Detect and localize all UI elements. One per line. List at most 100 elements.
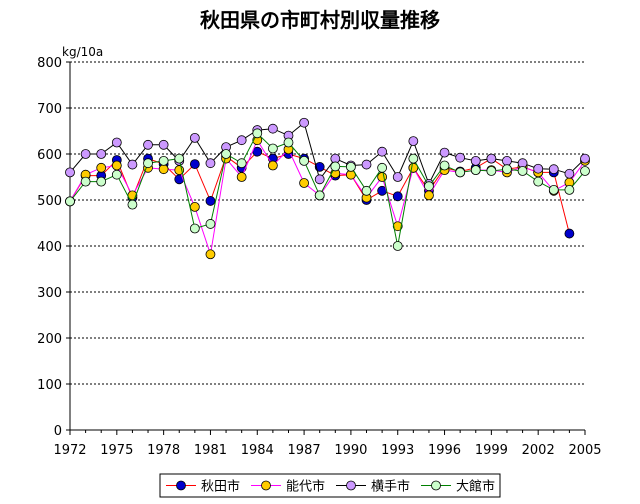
data-point — [236, 158, 247, 169]
legend-swatch-marker — [431, 480, 441, 491]
legend-swatch-marker — [176, 480, 186, 491]
legend-label: 能代市 — [286, 479, 325, 495]
data-point — [267, 160, 278, 171]
x-tick-label: 1999 — [475, 443, 508, 458]
legend-swatch-marker — [346, 480, 356, 491]
data-point — [189, 201, 200, 212]
y-tick-label: 700 — [37, 102, 62, 117]
x-tick-label: 1978 — [147, 443, 180, 458]
y-tick-label: 200 — [37, 332, 62, 347]
data-point — [502, 155, 512, 166]
series-group — [65, 117, 590, 260]
legend: 秋田市 能代市 横手市 大館市 — [159, 473, 501, 498]
y-tick-labels: 0 100 200 300 400 500 600 700 800 — [37, 56, 62, 439]
data-point — [189, 223, 200, 234]
series-3 — [65, 117, 590, 189]
data-point — [127, 199, 138, 210]
data-point — [408, 136, 419, 147]
data-point — [564, 184, 575, 195]
data-point — [314, 174, 325, 185]
data-point — [564, 228, 575, 239]
data-point — [392, 221, 403, 232]
legend-item: 横手市 — [336, 479, 410, 495]
data-point — [424, 181, 434, 192]
data-point — [96, 149, 107, 159]
data-point — [580, 166, 590, 176]
data-point — [361, 159, 372, 170]
data-point — [392, 191, 403, 202]
data-point — [205, 219, 216, 229]
x-tick-label: 1990 — [334, 443, 367, 458]
data-point — [314, 161, 325, 172]
data-point — [221, 149, 231, 159]
legend-item: 大館市 — [421, 479, 495, 495]
data-point — [377, 172, 388, 182]
data-point — [299, 178, 309, 188]
data-point — [127, 159, 138, 170]
data-point — [174, 153, 185, 164]
data-point — [80, 149, 91, 159]
x-tick-label: 1987 — [288, 443, 321, 458]
chart-title: 秋田県の市町村別収量推移 — [200, 8, 440, 32]
x-tick-label: 2005 — [568, 443, 601, 458]
series-4 — [65, 128, 590, 251]
data-point — [252, 128, 263, 139]
data-point — [377, 162, 388, 173]
data-point — [189, 132, 200, 143]
y-tick-label: 400 — [37, 240, 62, 255]
data-point — [517, 166, 528, 176]
legend-box — [159, 473, 501, 498]
data-point — [267, 123, 278, 134]
data-point — [111, 160, 122, 171]
series-line — [69, 139, 586, 255]
data-point — [548, 164, 559, 175]
data-point — [96, 176, 107, 187]
data-point — [330, 161, 341, 172]
x-tick-label: 1996 — [428, 443, 461, 458]
data-point — [455, 152, 466, 163]
data-point — [439, 160, 450, 171]
data-point — [470, 165, 481, 176]
data-point — [205, 158, 216, 169]
legend-label: 秋田市 — [201, 479, 240, 495]
y-tick-label: 100 — [37, 378, 62, 393]
data-point — [392, 172, 403, 182]
data-point — [205, 196, 216, 206]
legend-label: 横手市 — [371, 479, 410, 495]
y-tick-label: 0 — [54, 424, 62, 439]
axes — [66, 61, 586, 435]
data-point — [424, 190, 434, 201]
x-tick-label: 1993 — [381, 443, 414, 458]
data-point — [236, 135, 247, 146]
data-point — [486, 166, 497, 176]
data-point — [267, 143, 278, 154]
series-line — [69, 121, 586, 186]
data-point — [111, 169, 122, 180]
data-point — [533, 163, 544, 174]
data-point — [143, 158, 153, 169]
y-tick-label: 300 — [37, 286, 62, 301]
data-point — [564, 168, 575, 179]
gridlines — [70, 61, 585, 385]
data-point — [96, 162, 107, 173]
data-point — [174, 174, 185, 185]
data-point — [299, 117, 309, 128]
data-point — [299, 155, 309, 166]
data-point — [470, 155, 481, 166]
data-point — [314, 190, 325, 201]
data-point — [80, 176, 91, 187]
data-point — [205, 249, 216, 260]
y-tick-label: 600 — [37, 148, 62, 163]
x-tick-label: 1984 — [241, 443, 274, 458]
data-point — [346, 161, 356, 172]
y-tick-label: 500 — [37, 194, 62, 209]
data-point — [408, 153, 419, 164]
data-point — [111, 137, 122, 148]
y-axis-unit-label: kg/10a — [62, 45, 103, 59]
legend-label: 大館市 — [456, 479, 495, 495]
data-point — [580, 153, 590, 164]
legend-swatch-marker — [261, 480, 271, 491]
y-tick-label: 800 — [37, 56, 62, 71]
data-point — [533, 176, 544, 187]
